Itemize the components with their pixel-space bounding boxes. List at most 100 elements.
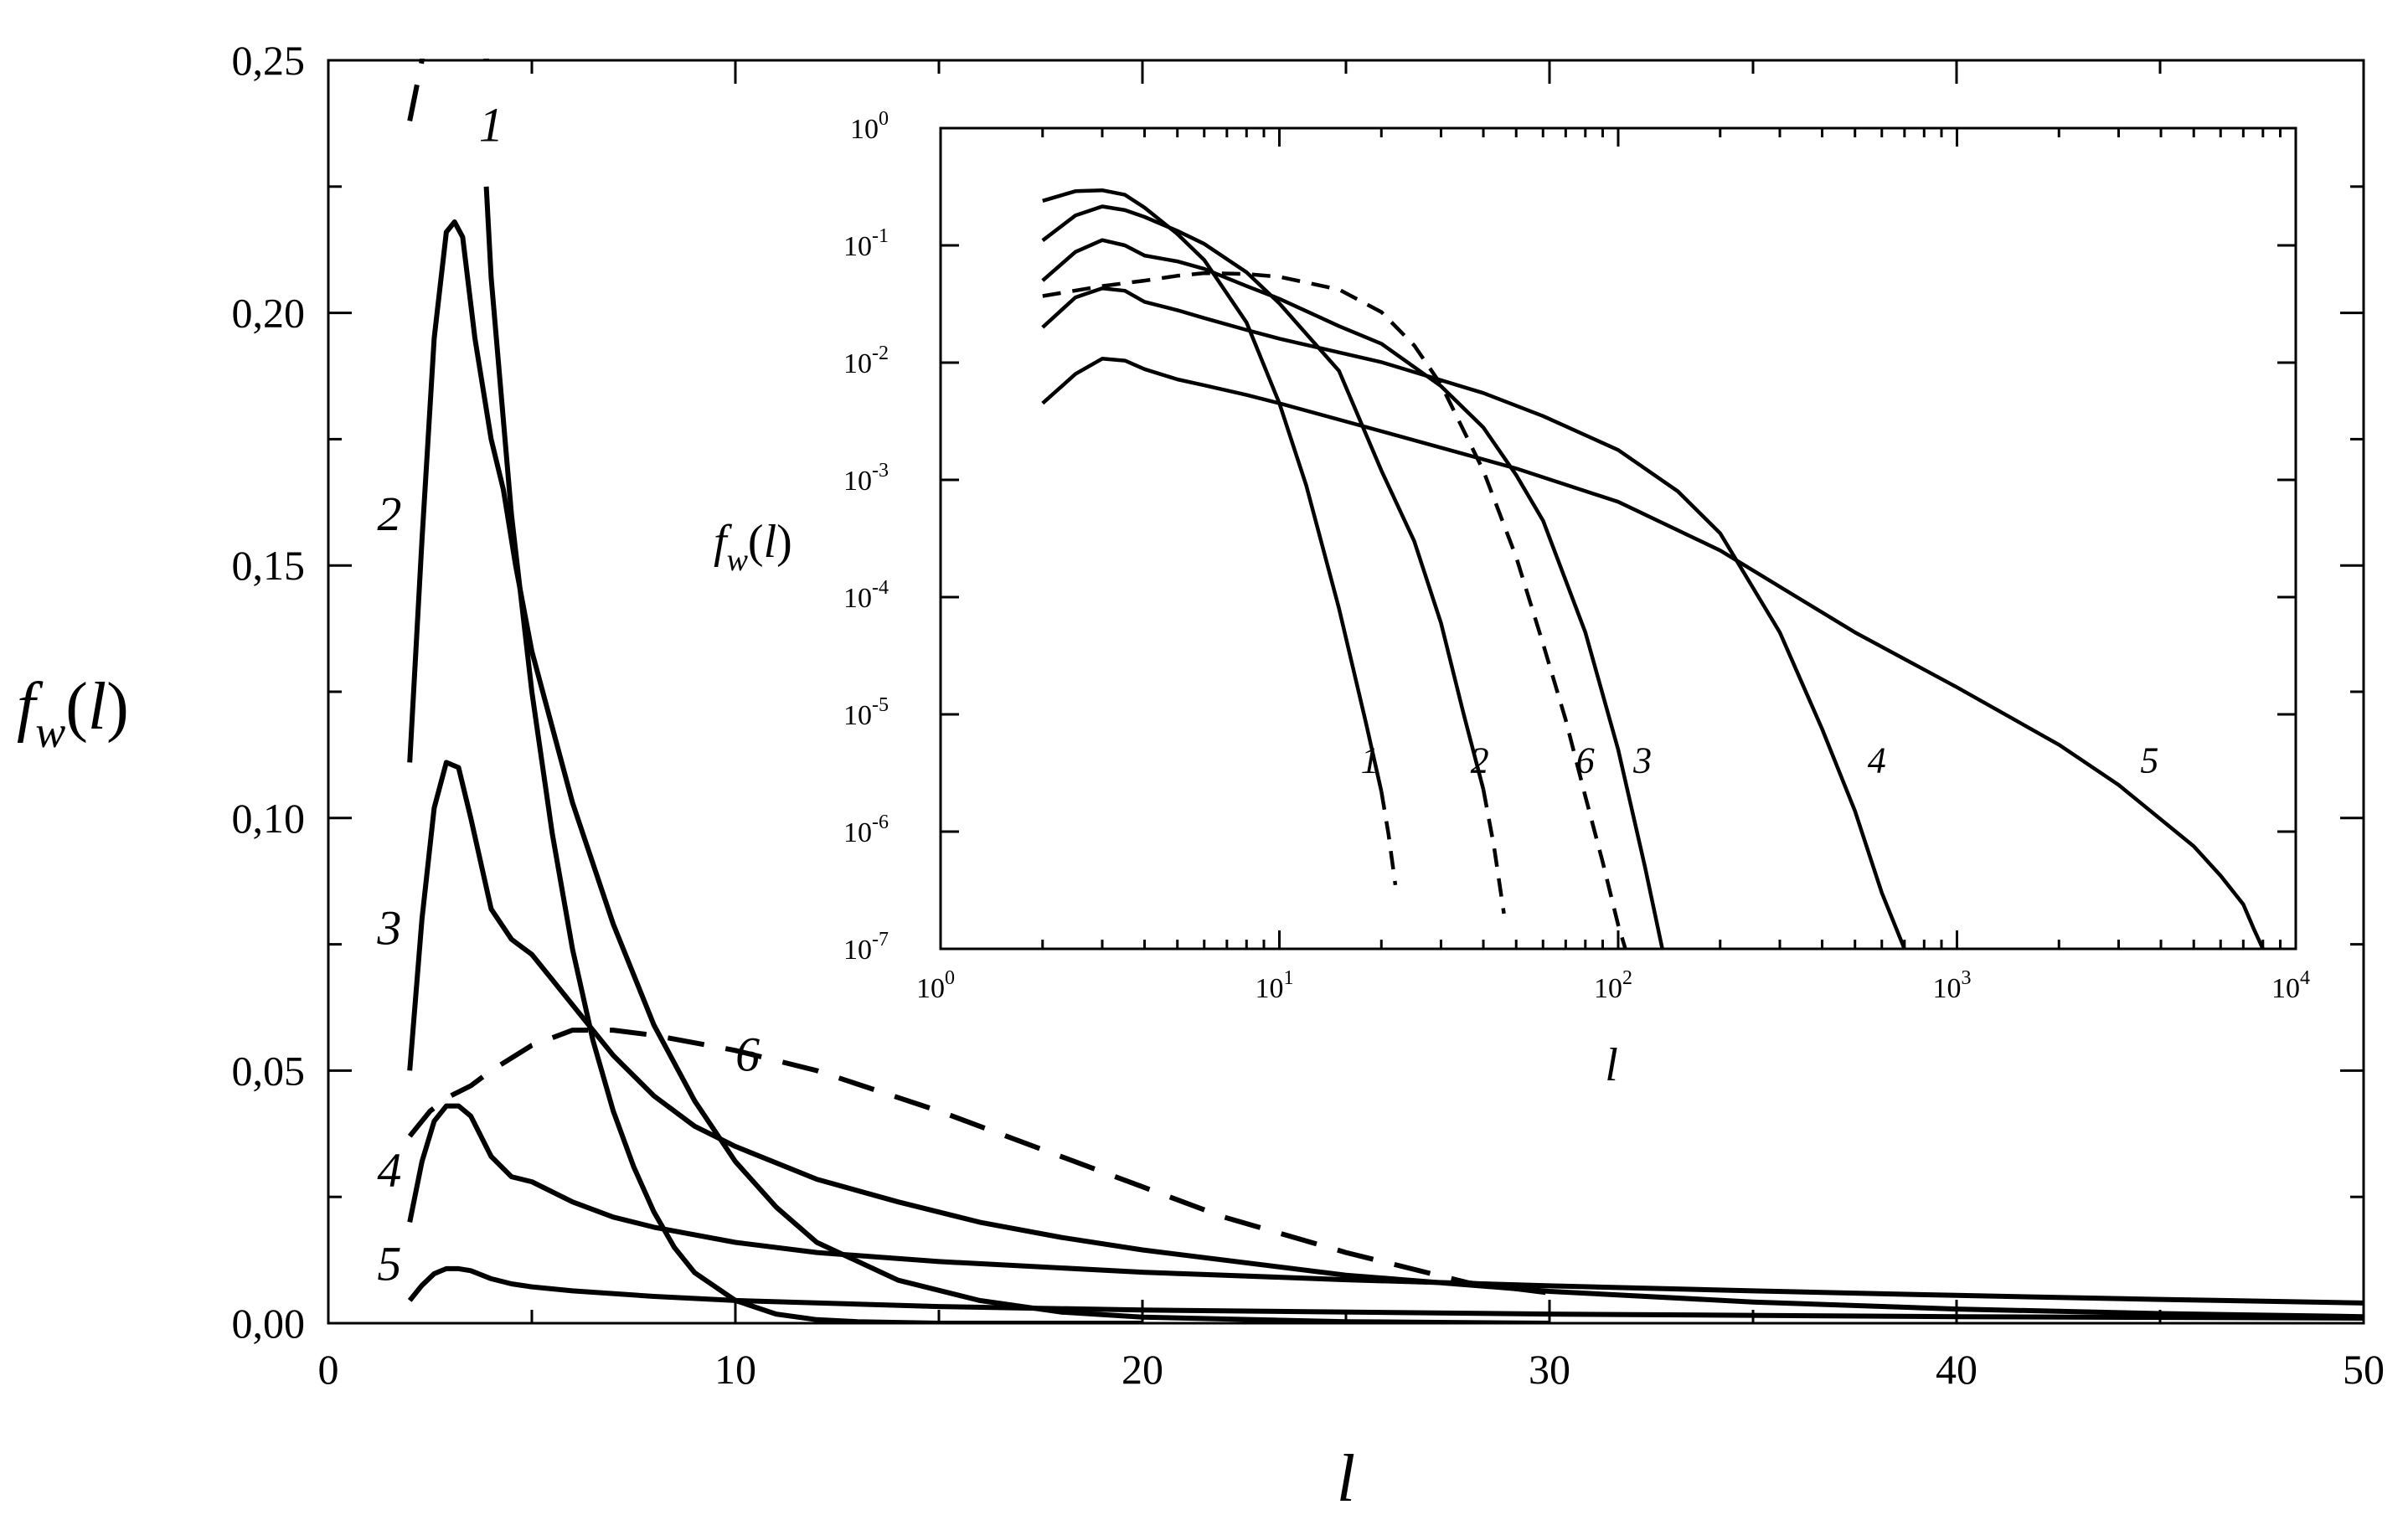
main-y-tick-label: 0,00	[232, 1300, 306, 1347]
main-y-title-l: l	[88, 670, 106, 744]
main-x-axis-title: l	[1337, 1442, 1355, 1516]
main-y-tick-label: 0,25	[232, 37, 306, 84]
inset-series-2-tail-line	[1481, 788, 1506, 915]
inset-y-tick-base: 10	[843, 466, 872, 497]
inset-y-tick-exp: -7	[872, 929, 889, 951]
inset-y-tick-label: 10-3	[843, 460, 889, 497]
main-y-axis-title: fw(l)	[17, 670, 129, 757]
inset-x-tick-exp: 4	[2300, 967, 2310, 989]
inset-curve-label-6: 6	[1576, 739, 1595, 781]
inset-x-tick-base: 10	[1933, 973, 1962, 1004]
inset-plot-frame	[939, 126, 2297, 951]
inset-y-tick-exp: -1	[872, 225, 889, 247]
main-series-1-peak--line	[407, 59, 425, 121]
main-curves	[407, 59, 2364, 1323]
inset-y-tick-base: 10	[843, 231, 872, 262]
main-x-tick-label: 50	[2343, 1346, 2385, 1393]
inset-y-tick-exp: 0	[879, 108, 889, 130]
inset-x-tick-label: 102	[1594, 967, 1632, 1004]
inset-curve-label-1: 1	[1361, 739, 1379, 781]
main-x-tick-label: 0	[318, 1346, 339, 1393]
main-series-1-peak--line	[483, 59, 490, 62]
inset-x-tick-base: 10	[1594, 973, 1622, 1004]
inset-series-2-line	[1041, 204, 1486, 790]
main-x-tick-labels: 0 10 20 30 40 50	[318, 1346, 2385, 1393]
inset-series-1-tail-line	[1379, 791, 1398, 886]
main-y-tick-labels: 0,00 0,05 0,10 0,15 0,20 0,25	[232, 37, 306, 1347]
inset-y-tick-base: 10	[843, 348, 872, 379]
inset-x-tick-exp: 3	[1962, 967, 1972, 989]
inset-x-tick-label: 101	[1256, 967, 1294, 1004]
inset-x-tick-base: 10	[2271, 973, 2300, 1004]
inset-curve-label-5: 5	[2140, 739, 2158, 781]
inset-y-tick-base: 10	[843, 935, 872, 966]
inset-series-1-line	[1042, 188, 1384, 792]
inset-y-tick-base: 10	[850, 114, 879, 145]
inset-x-axis-title: l	[1605, 1039, 1618, 1091]
inset-y-tick-base: 10	[843, 583, 872, 614]
inset-y-title-open: (	[748, 516, 764, 568]
main-y-tick-label: 0,10	[232, 795, 306, 842]
inset-y-tick-label: 10-4	[843, 577, 889, 614]
inset-y-tick-exp: -5	[872, 694, 889, 716]
inset-ticks	[939, 126, 2297, 951]
inset-plot: 100 101 102 103 104 10010-110-210-310-410-51…	[714, 108, 2310, 1091]
main-y-tick-label: 0,05	[232, 1047, 306, 1094]
inset-y-tick-label: 10-1	[843, 225, 889, 262]
inset-y-tick-base: 10	[843, 700, 872, 731]
main-y-tick-label: 0,15	[232, 542, 306, 589]
inset-series-3-line	[1041, 238, 1664, 949]
inset-x-tick-labels: 100 101 102 103 104	[916, 967, 2310, 1004]
main-curve-label-1: 1	[479, 98, 503, 152]
inset-y-title-l: l	[764, 516, 777, 568]
inset-series-4-line	[1041, 286, 1906, 949]
inset-x-tick-label: 103	[1933, 967, 1972, 1004]
inset-x-tick-label: 104	[2271, 967, 2310, 1004]
inset-x-tick-base: 10	[1256, 973, 1284, 1004]
main-x-tick-label: 30	[1529, 1346, 1570, 1393]
inset-y-tick-label: 10-2	[843, 343, 889, 379]
main-series-4-line	[407, 1103, 2364, 1306]
inset-curve-label-2: 2	[1471, 739, 1489, 781]
main-x-tick-label: 40	[1936, 1346, 1977, 1393]
main-curve-label-4: 4	[377, 1143, 401, 1198]
main-series-6-line	[407, 1028, 1550, 1296]
main-curve-label-6: 6	[735, 1027, 760, 1081]
main-y-title-open: (	[65, 670, 88, 744]
main-series-5-line	[407, 1265, 2364, 1321]
main-y-title-close: )	[106, 670, 129, 744]
inset-x-tick-base: 10	[916, 973, 945, 1004]
inset-y-tick-exp: -2	[872, 343, 889, 364]
inset-x-tick-exp: 0	[945, 967, 955, 989]
inset-y-tick-label: 10-5	[843, 694, 889, 731]
main-curve-label-2: 2	[377, 487, 401, 541]
inset-x-tick-label: 100	[916, 967, 955, 1004]
inset-curve-label-4: 4	[1868, 739, 1886, 781]
main-curve-label-5: 5	[377, 1237, 401, 1291]
inset-curve-label-3: 3	[1632, 739, 1652, 781]
main-x-tick-label: 10	[714, 1346, 756, 1393]
inset-y-tick-label: 10-7	[843, 929, 889, 966]
inset-y-tick-exp: -4	[872, 577, 889, 599]
inset-series-6-line	[1042, 271, 1627, 949]
inset-y-tick-exp: -6	[872, 812, 889, 833]
inset-x-tick-exp: 2	[1622, 967, 1632, 989]
main-series-2-line	[407, 219, 1550, 1323]
inset-y-title-close: )	[776, 516, 792, 568]
main-y-title-w: w	[35, 707, 65, 757]
inset-y-tick-base: 10	[843, 817, 872, 848]
inset-y-title-w: w	[727, 543, 749, 578]
main-y-tick-label: 0,20	[232, 290, 306, 337]
inset-y-tick-label: 10-6	[843, 812, 889, 848]
main-x-tick-label: 20	[1121, 1346, 1163, 1393]
inset-curves	[1041, 188, 2265, 949]
inset-y-tick-label: 100	[850, 108, 889, 145]
inset-series-5-line	[1041, 357, 2265, 949]
inset-y-tick-exp: -3	[872, 460, 889, 482]
inset-x-tick-exp: 1	[1284, 967, 1294, 989]
main-curve-labels: 1 2 3 4 5 6	[376, 98, 760, 1291]
inset-y-axis-title: fw(l)	[714, 516, 792, 578]
